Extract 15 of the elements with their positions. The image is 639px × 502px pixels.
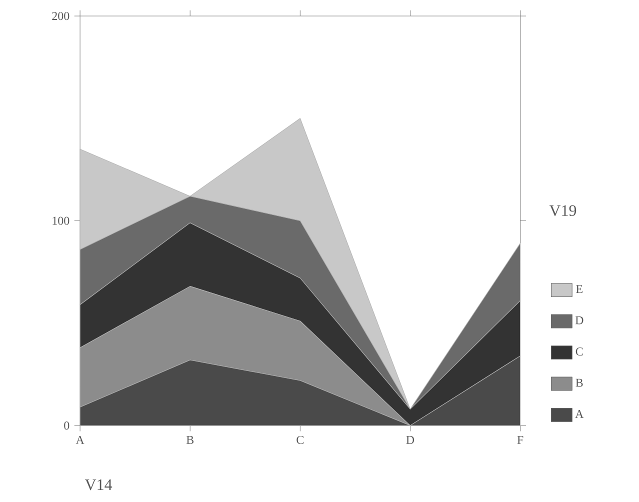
y-tick-label: 100: [52, 216, 70, 226]
y-tick-label: 0: [64, 422, 70, 430]
x-tick-label: A: [76, 436, 84, 444]
legend-label: B: [576, 379, 583, 387]
x-tick-label: C: [296, 436, 304, 444]
legend-label: E: [576, 285, 582, 294]
y-tick-label: 200: [52, 12, 70, 20]
x-tick-label: B: [186, 436, 194, 444]
x-tick-label: F: [517, 436, 524, 444]
legend-title: V19: [549, 205, 576, 216]
x-tick-label: D: [406, 436, 414, 444]
x-axis-title: V14: [84, 480, 112, 490]
legend-label: D: [575, 316, 584, 324]
legend-label: C: [576, 348, 583, 356]
legend-label: A: [575, 410, 584, 418]
